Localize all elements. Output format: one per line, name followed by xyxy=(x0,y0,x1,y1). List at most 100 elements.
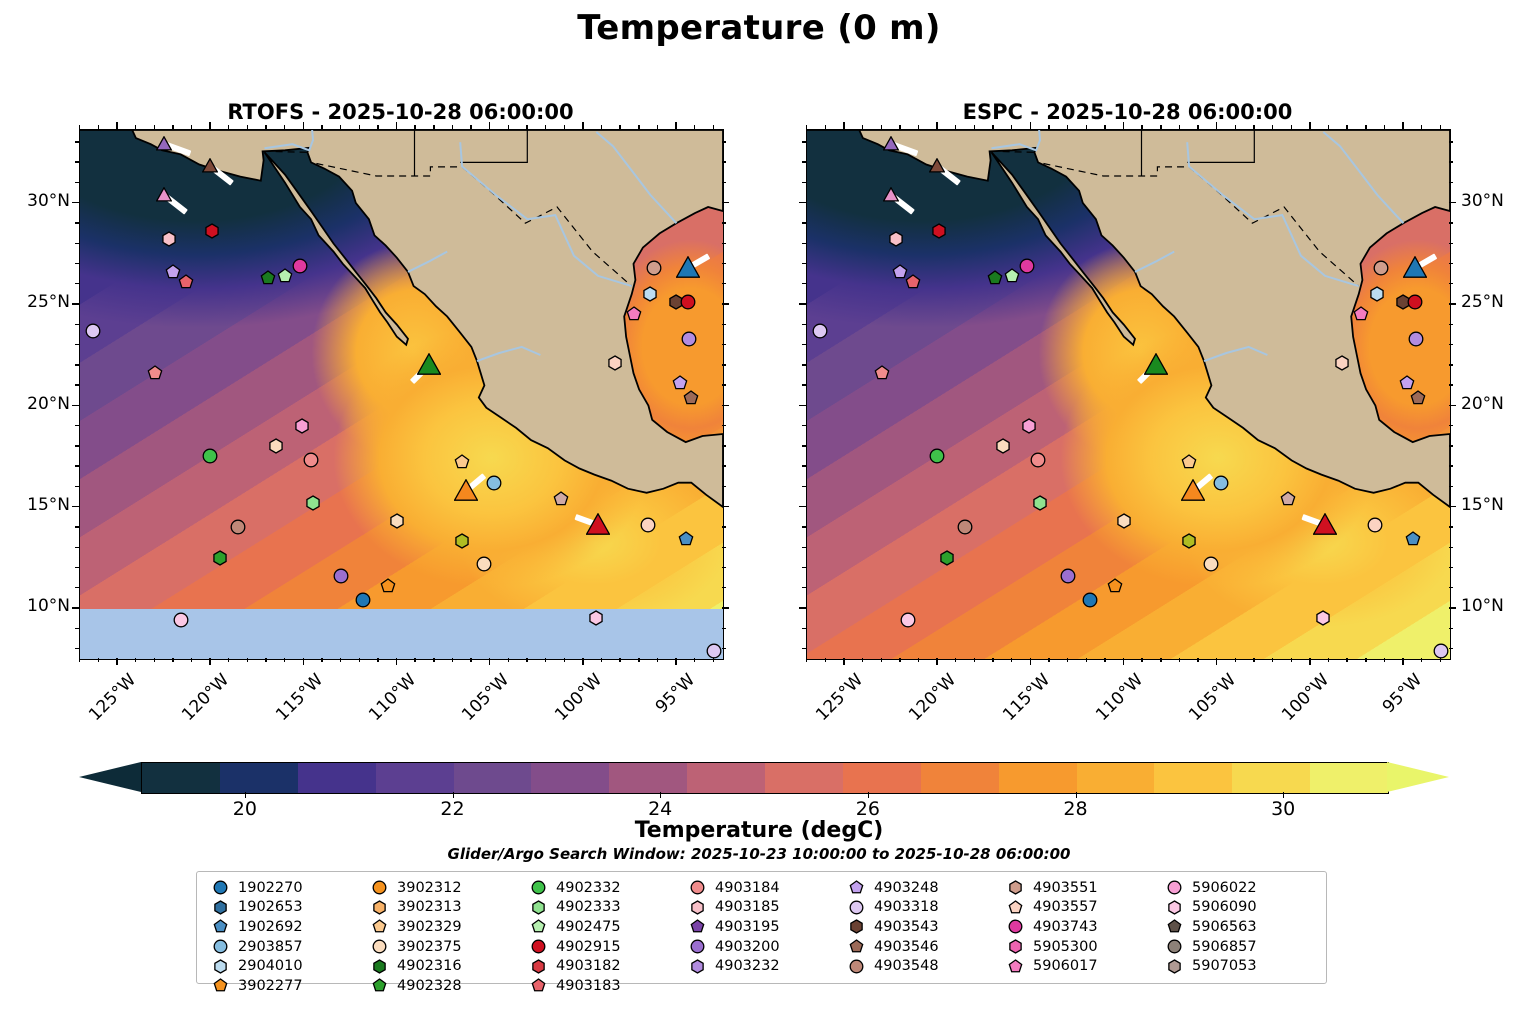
legend-item[interactable]: 4903543 xyxy=(841,917,1000,937)
observation-marker[interactable] xyxy=(1004,268,1020,284)
observation-marker[interactable] xyxy=(476,556,492,572)
legend-item[interactable]: 5906090 xyxy=(1159,898,1318,918)
observation-marker[interactable] xyxy=(929,448,945,464)
observation-marker[interactable] xyxy=(277,268,293,284)
observation-marker[interactable] xyxy=(147,365,163,381)
observation-marker[interactable] xyxy=(995,438,1011,454)
observation-marker[interactable] xyxy=(1213,475,1229,491)
observation-marker[interactable] xyxy=(957,519,973,535)
observation-marker[interactable] xyxy=(683,389,699,406)
legend-item[interactable]: 4903318 xyxy=(841,898,1000,918)
observation-marker[interactable] xyxy=(453,478,479,503)
observation-marker[interactable] xyxy=(706,643,722,659)
observation-marker[interactable] xyxy=(678,531,694,547)
observation-marker[interactable] xyxy=(882,186,900,203)
observation-marker[interactable] xyxy=(1405,531,1421,547)
legend-item[interactable]: 4903182 xyxy=(523,956,682,976)
observation-marker[interactable] xyxy=(642,286,658,302)
map-panel-rtofs[interactable] xyxy=(79,129,724,660)
legend-item[interactable]: 5907053 xyxy=(1159,956,1318,976)
observation-marker[interactable] xyxy=(260,270,276,286)
observation-marker[interactable] xyxy=(204,223,220,240)
legend-item[interactable]: 4902333 xyxy=(523,898,682,918)
observation-marker[interactable] xyxy=(1315,610,1331,627)
observation-marker[interactable] xyxy=(389,513,405,529)
legend[interactable]: 1902270 3902312 4902332 4903184 4903248 49035… xyxy=(196,871,1327,994)
observation-marker[interactable] xyxy=(939,549,955,566)
observation-marker[interactable] xyxy=(1180,478,1206,503)
observation-marker[interactable] xyxy=(305,495,321,511)
legend-item[interactable]: 4902328 xyxy=(364,976,523,996)
legend-item[interactable]: 1902270 xyxy=(205,878,364,898)
legend-item[interactable]: 3902277 xyxy=(205,976,364,996)
observation-marker[interactable] xyxy=(161,231,177,248)
observation-marker[interactable] xyxy=(1407,294,1423,310)
observation-marker[interactable] xyxy=(486,475,502,491)
legend-item[interactable]: 1902653 xyxy=(205,898,364,918)
observation-marker[interactable] xyxy=(415,352,442,377)
observation-marker[interactable] xyxy=(888,231,904,248)
observation-marker[interactable] xyxy=(1082,592,1098,608)
observation-marker[interactable] xyxy=(1399,375,1415,391)
legend-item[interactable]: 4902332 xyxy=(523,878,682,898)
legend-item[interactable]: 5906563 xyxy=(1159,917,1318,937)
observation-marker[interactable] xyxy=(1060,568,1076,584)
observation-marker[interactable] xyxy=(212,549,228,566)
observation-marker[interactable] xyxy=(892,264,908,280)
observation-marker[interactable] xyxy=(640,517,656,533)
legend-item[interactable]: 4902316 xyxy=(364,956,523,976)
legend-item[interactable]: 4902475 xyxy=(523,917,682,937)
legend-item[interactable]: 4902915 xyxy=(523,937,682,957)
observation-marker[interactable] xyxy=(588,610,604,627)
legend-item[interactable]: 4903232 xyxy=(682,956,841,976)
observation-marker[interactable] xyxy=(380,578,396,594)
observation-marker[interactable] xyxy=(230,519,246,535)
observation-marker[interactable] xyxy=(1181,454,1197,470)
legend-item[interactable]: 4903743 xyxy=(1000,917,1159,937)
observation-marker[interactable] xyxy=(1334,355,1350,371)
map-panel-espc[interactable] xyxy=(806,129,1451,660)
legend-item[interactable]: 3902313 xyxy=(364,898,523,918)
observation-marker[interactable] xyxy=(905,274,921,290)
legend-item[interactable]: 4903183 xyxy=(523,976,682,996)
observation-marker[interactable] xyxy=(1181,533,1197,550)
observation-marker[interactable] xyxy=(1402,255,1428,280)
observation-marker[interactable] xyxy=(812,323,828,339)
observation-marker[interactable] xyxy=(1107,578,1123,594)
legend-item[interactable]: 3902312 xyxy=(364,878,523,898)
observation-marker[interactable] xyxy=(680,294,696,310)
legend-item[interactable]: 5905300 xyxy=(1000,937,1159,957)
observation-marker[interactable] xyxy=(900,612,916,628)
observation-marker[interactable] xyxy=(155,186,173,203)
observation-marker[interactable] xyxy=(553,491,569,507)
observation-marker[interactable] xyxy=(1408,331,1424,347)
observation-marker[interactable] xyxy=(294,418,310,434)
observation-marker[interactable] xyxy=(987,270,1003,286)
legend-item[interactable]: 5906017 xyxy=(1000,956,1159,976)
legend-item[interactable]: 4903195 xyxy=(682,917,841,937)
observation-marker[interactable] xyxy=(646,260,662,276)
legend-item[interactable]: 4903551 xyxy=(1000,878,1159,898)
observation-marker[interactable] xyxy=(1030,452,1046,468)
observation-marker[interactable] xyxy=(874,365,890,381)
observation-marker[interactable] xyxy=(1116,513,1132,529)
observation-marker[interactable] xyxy=(173,612,189,628)
observation-marker[interactable] xyxy=(1373,260,1389,276)
observation-marker[interactable] xyxy=(1021,418,1037,434)
observation-marker[interactable] xyxy=(1369,286,1385,302)
legend-item[interactable]: 4903548 xyxy=(841,956,1000,976)
legend-item[interactable]: 4903185 xyxy=(682,898,841,918)
legend-item[interactable]: 3902375 xyxy=(364,937,523,957)
observation-marker[interactable] xyxy=(202,448,218,464)
observation-marker[interactable] xyxy=(1032,495,1048,511)
legend-item[interactable]: 5906857 xyxy=(1159,937,1318,957)
observation-marker[interactable] xyxy=(675,255,701,280)
observation-marker[interactable] xyxy=(454,533,470,550)
observation-marker[interactable] xyxy=(155,135,173,152)
legend-item[interactable]: 4903248 xyxy=(841,878,1000,898)
observation-marker[interactable] xyxy=(607,355,623,371)
observation-marker[interactable] xyxy=(178,274,194,290)
observation-marker[interactable] xyxy=(201,157,219,174)
legend-item[interactable]: 4903546 xyxy=(841,937,1000,957)
observation-marker[interactable] xyxy=(1280,491,1296,507)
